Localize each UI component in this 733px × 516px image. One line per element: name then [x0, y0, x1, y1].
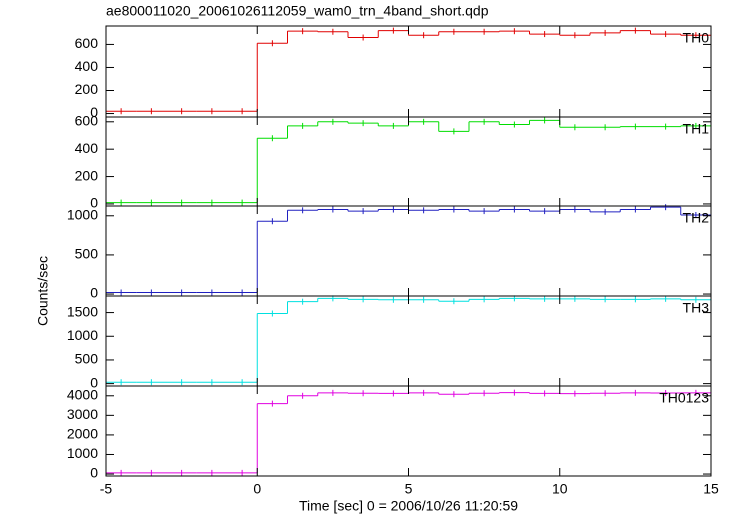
y-tick-label: 600 — [75, 35, 99, 51]
panel-label: TH0 — [683, 30, 710, 46]
panel-frame — [105, 295, 712, 387]
y-tick-label: 1000 — [67, 327, 98, 343]
y-tick-label: 1500 — [67, 303, 98, 319]
panel-label: TH3 — [683, 300, 710, 316]
x-tick-label: 10 — [552, 481, 568, 497]
panel-frame — [105, 25, 712, 118]
y-tick-label: 400 — [75, 140, 99, 156]
panel-frame — [105, 385, 712, 477]
y-tick-label: 0 — [90, 465, 98, 481]
x-tick-label: 15 — [703, 481, 719, 497]
y-tick-label: 3000 — [67, 406, 98, 422]
panel-frame — [105, 116, 712, 207]
y-tick-label: 2000 — [67, 426, 98, 442]
y-tick-label: 0 — [90, 195, 98, 211]
chart-title: ae800011020_20061026112059_wam0_trn_4ban… — [106, 3, 489, 19]
y-tick-label: 0 — [90, 104, 98, 120]
y-axis-label: Counts/sec — [35, 256, 51, 326]
panel-frame — [105, 205, 712, 297]
y-tick-label: 0 — [90, 374, 98, 390]
x-tick-label: -5 — [100, 481, 113, 497]
x-axis-label: Time [sec] 0 = 2006/10/26 11:20:59 — [299, 498, 518, 514]
y-tick-label: 0 — [90, 285, 98, 301]
y-tick-label: 600 — [75, 112, 99, 128]
y-tick-label: 400 — [75, 58, 99, 74]
y-tick-label: 500 — [75, 351, 99, 367]
x-tick-label: 0 — [253, 481, 261, 497]
x-tick-label: 5 — [405, 481, 413, 497]
panel-label: TH1 — [683, 121, 710, 137]
y-tick-label: 1000 — [67, 206, 98, 222]
y-tick-label: 1000 — [67, 445, 98, 461]
y-tick-label: 4000 — [67, 386, 98, 402]
y-tick-label: 500 — [75, 246, 99, 262]
y-tick-label: 200 — [75, 167, 99, 183]
y-tick-label: 200 — [75, 81, 99, 97]
panel-label: TH2 — [683, 210, 710, 226]
panel-label: TH0123 — [659, 390, 709, 406]
